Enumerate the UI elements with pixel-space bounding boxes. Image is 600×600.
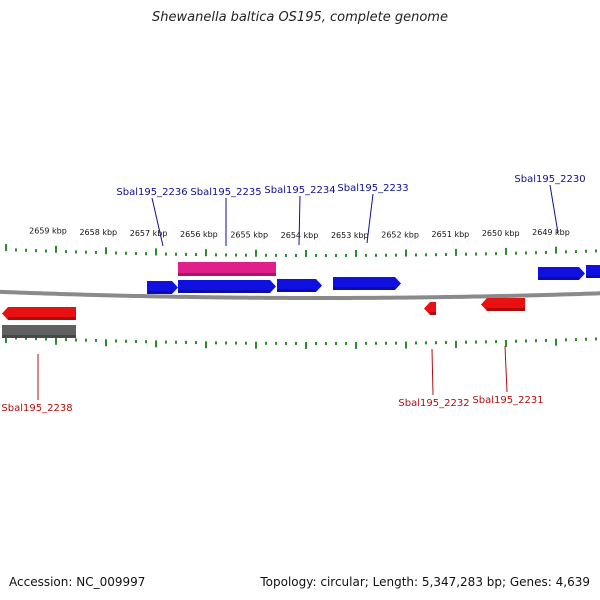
- gene-label: Sbal195_2235: [190, 187, 261, 198]
- genome-backbone: [0, 289, 600, 300]
- gene-label: Sbal195_2238: [1, 403, 72, 414]
- scale-label: 2651 kbp: [432, 230, 470, 239]
- gene-label: Sbal195_2236: [116, 187, 187, 198]
- forward-gene-shade: [333, 287, 395, 290]
- forward-gene: [178, 280, 276, 293]
- forward-gene: [277, 279, 322, 292]
- reverse-gene: [2, 307, 76, 320]
- scale-ticks-upper: [5, 244, 597, 257]
- pseudo-gene-shade: [2, 335, 76, 338]
- highlight-feature: [178, 262, 276, 276]
- scale-label: 2658 kbp: [79, 228, 117, 237]
- accession-text: Accession: NC_009997: [9, 575, 146, 589]
- reverse-gene: [424, 302, 436, 315]
- forward-gene-shade: [178, 290, 270, 293]
- label-leader: [549, 184, 559, 234]
- scale-label: 2653 kbp: [331, 231, 369, 240]
- gene-label: Sbal195_2233: [337, 183, 408, 194]
- scale-label: 2657 kbp: [130, 229, 168, 238]
- reverse-gene: [481, 298, 525, 311]
- scale-label: 2659 kbp: [29, 227, 67, 236]
- label-leader: [151, 197, 164, 247]
- scale-label: 2656 kbp: [180, 230, 218, 239]
- reverse-gene-shade: [8, 317, 76, 320]
- forward-gene: [538, 267, 585, 280]
- forward-gene: [586, 265, 600, 278]
- scale-ticks-lower: [5, 336, 597, 349]
- gene-labels: Sbal195_2236 Sbal195_2235 Sbal195_2234 Sbal…: [1, 174, 585, 414]
- scale-label: 2655 kbp: [230, 231, 268, 240]
- scale-label: 2650 kbp: [482, 229, 520, 238]
- map-title: Shewanella baltica OS195, complete genom…: [152, 10, 448, 25]
- gene-label: Sbal195_2232: [398, 398, 469, 409]
- forward-gene-shade: [147, 291, 172, 294]
- backbone-line: [0, 289, 600, 300]
- scale-label: 2649 kbp: [532, 228, 570, 237]
- genome-summary-text: Topology: circular; Length: 5,347,283 bp…: [260, 575, 590, 589]
- forward-gene: [333, 277, 401, 290]
- label-leaders: [37, 184, 559, 400]
- scale-label: 2652 kbp: [381, 231, 419, 240]
- highlight-feature-shade: [178, 273, 276, 276]
- reverse-gene-shade: [487, 308, 525, 311]
- gene-label: Sbal195_2230: [514, 174, 585, 185]
- label-leader: [431, 348, 434, 396]
- forward-gene: [147, 281, 178, 294]
- forward-gene-shade: [538, 277, 579, 280]
- forward-gene-shade: [277, 289, 316, 292]
- label-leader: [298, 195, 301, 246]
- label-leader: [366, 193, 374, 244]
- label-leader: [504, 345, 508, 393]
- gene-features: [2, 262, 600, 338]
- reverse-gene-shade: [430, 312, 436, 315]
- gene-label: Sbal195_2231: [472, 395, 543, 406]
- forward-gene-shade: [586, 275, 600, 278]
- pseudo-gene: [2, 325, 76, 338]
- gene-label: Sbal195_2234: [264, 185, 335, 196]
